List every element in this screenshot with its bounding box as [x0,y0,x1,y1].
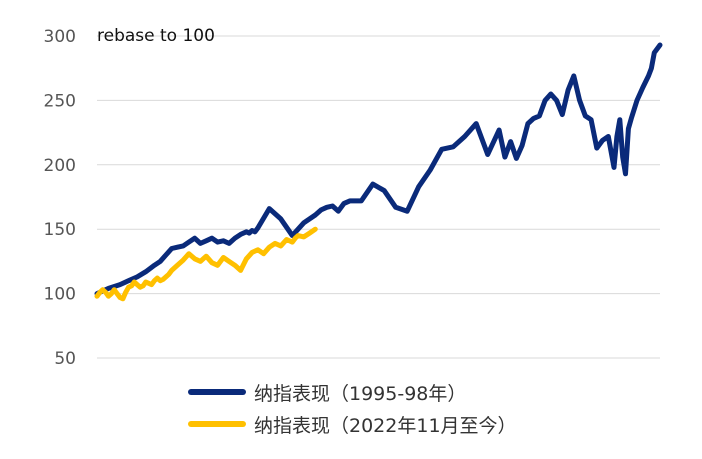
y-tick-label-50: 50 [54,349,76,369]
series-line-0 [94,42,663,297]
chart-annotation: rebase to 100 [97,26,215,46]
legend: 纳指表现（1995-98年） 纳指表现（2022年11月至今） [188,376,517,440]
legend-swatch-1995 [188,389,246,395]
y-tick-label-150: 150 [44,220,76,240]
y-tick-label-300: 300 [44,27,76,47]
legend-label-1995: 纳指表现（1995-98年） [254,382,467,405]
gridlines [97,35,660,359]
series-layer [94,42,663,302]
legend-entry-1995: 纳指表现（1995-98年） [188,376,517,408]
y-tick-label-250: 250 [44,91,76,111]
legend-swatch-2022 [188,421,246,427]
legend-entry-2022: 纳指表现（2022年11月至今） [188,408,517,440]
series-line-1 [94,226,318,302]
legend-label-2022: 纳指表现（2022年11月至今） [254,414,517,437]
y-tick-label-200: 200 [44,156,76,176]
line-chart: 300 250 200 150 100 50 rebase to 100 [44,26,663,369]
y-tick-label-100: 100 [44,285,76,305]
y-axis-ticks: 300 250 200 150 100 50 [44,27,76,369]
